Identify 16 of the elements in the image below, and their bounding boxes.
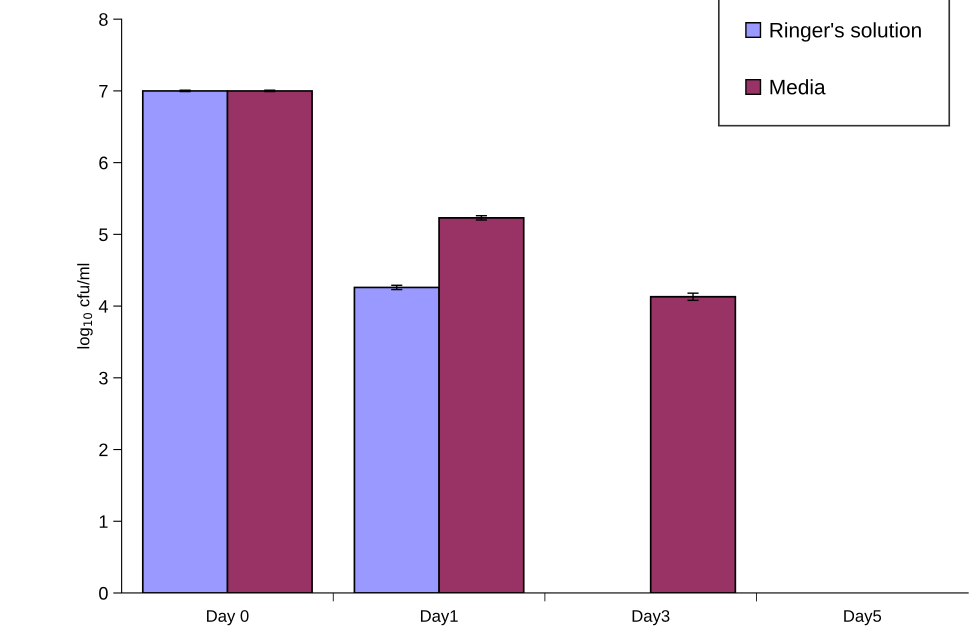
legend-label: Ringer's solution [770, 22, 921, 42]
y-tick-label: 0 [99, 586, 108, 600]
y-tick-label: 3 [99, 372, 108, 385]
y-tick-label: 5 [99, 228, 108, 242]
y-tick-label: 1 [100, 515, 108, 528]
x-tick-label: Day1 [420, 610, 458, 626]
x-tick-label: Day5 [844, 610, 882, 626]
y-tick-label: 8 [99, 13, 108, 26]
y-tick-label: 4 [98, 300, 108, 313]
y-axis-title: log$_{10}$ cfu/ml [77, 264, 93, 348]
y-tick-label: 7 [99, 85, 108, 98]
y-tick-label: 6 [99, 156, 108, 170]
x-tick-label: Day 0 [207, 610, 249, 626]
legend-label: Media [770, 79, 826, 94]
y-tick-label: 2 [99, 443, 108, 456]
x-tick-label: Day3 [632, 610, 670, 626]
